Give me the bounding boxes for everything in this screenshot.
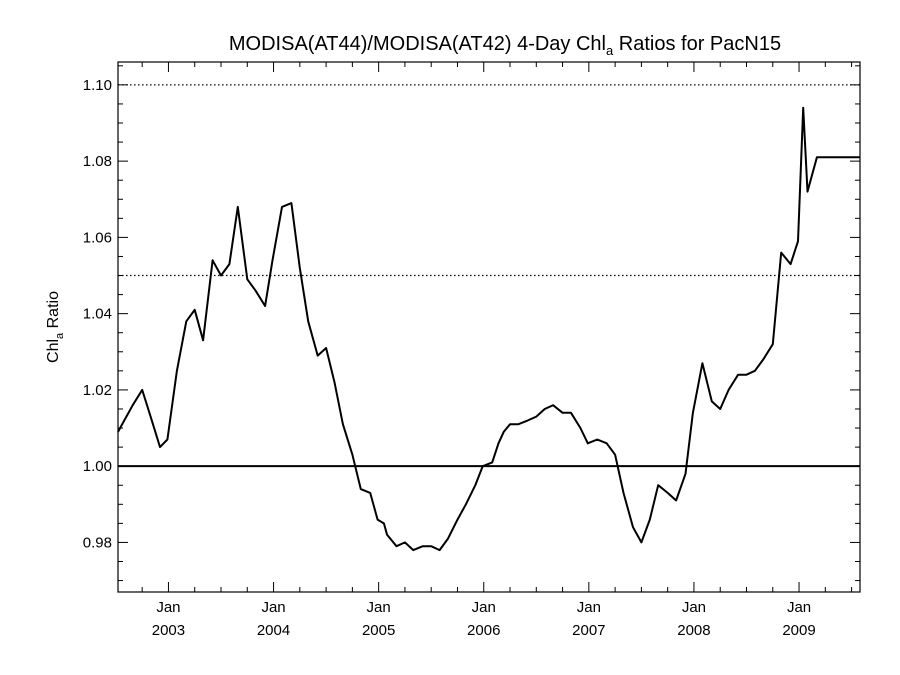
y-axis-label-rest: Ratio — [45, 291, 62, 333]
chart-title: MODISA(AT44)/MODISA(AT42) 4-Day Chla Rat… — [229, 33, 781, 58]
data-series — [117, 106, 860, 552]
y-tick-label: 1.10 — [83, 77, 112, 94]
x-tick-year-label: 2003 — [152, 622, 185, 639]
x-tick-month-label: Jan — [261, 599, 285, 616]
x-tick-year-label: 2006 — [467, 622, 500, 639]
y-tick-label: 1.02 — [83, 382, 112, 399]
y-tick-label: 1.00 — [83, 458, 112, 475]
y-axis: 0.98 1.00 1.02 1.04 1.06 1.08 1.10 — [83, 65, 860, 582]
x-tick-month-label: Jan — [156, 599, 180, 616]
x-tick-month-label: Jan — [787, 599, 811, 616]
x-tick-month-label: Jan — [472, 599, 496, 616]
x-tick-year-label: 2008 — [677, 622, 710, 639]
x-axis: Jan 2003 Jan 2004 Jan 2005 Jan 2006 Jan 2007 Jan 20… — [141, 62, 853, 639]
x-tick-month-label: Jan — [367, 599, 391, 616]
series-line — [117, 106, 860, 552]
y-tick-label: 1.08 — [83, 153, 112, 170]
x-tick-year-label: 2005 — [362, 622, 395, 639]
x-tick-year-label: 2004 — [257, 622, 290, 639]
x-tick-year-label: 2009 — [782, 622, 815, 639]
plot-area-border — [117, 61, 861, 593]
x-tick-year-label: 2007 — [572, 622, 605, 639]
gridlines — [118, 84, 860, 468]
y-axis-label-subscript: a — [54, 332, 66, 339]
y-tick-label: 1.04 — [83, 306, 112, 323]
plot-frame — [117, 61, 861, 593]
y-axis-label-main: Chl — [45, 339, 62, 363]
y-tick-label: 0.98 — [83, 534, 112, 551]
chart-title-subscript: a — [606, 43, 614, 58]
chart-title-main: MODISA(AT44)/MODISA(AT42) 4-Day Chl — [229, 33, 606, 55]
y-axis-label: Chla Ratio — [45, 291, 66, 363]
x-tick-month-label: Jan — [682, 599, 706, 616]
x-tick-month-label: Jan — [577, 599, 601, 616]
chart-title-rest: Ratios for PacN15 — [613, 33, 781, 55]
y-tick-label: 1.06 — [83, 229, 112, 246]
